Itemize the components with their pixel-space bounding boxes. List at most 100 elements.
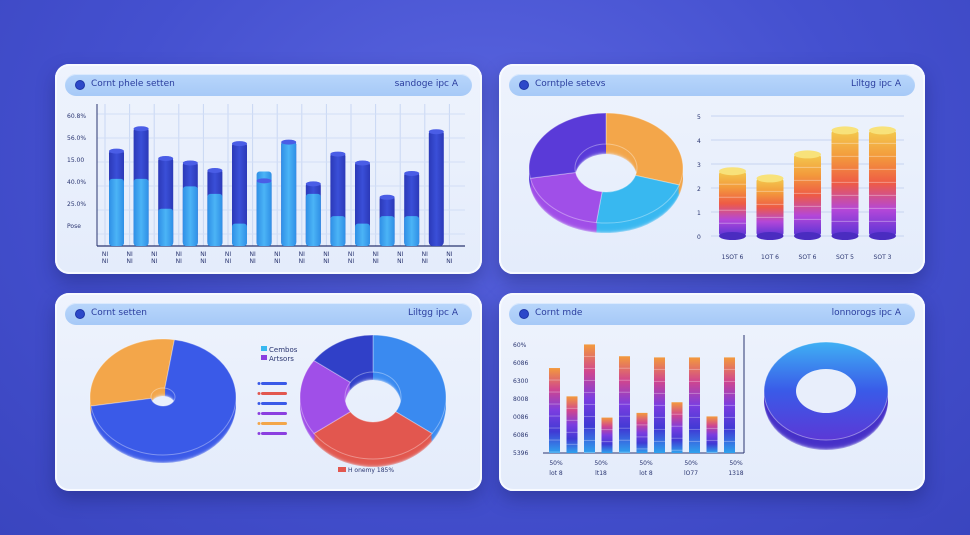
bar-base xyxy=(831,232,859,240)
bar-cap xyxy=(404,170,420,176)
legend-line xyxy=(261,392,287,395)
bar-cap xyxy=(831,126,859,135)
y-tick-label: 6086 xyxy=(513,360,528,367)
bar xyxy=(719,171,746,236)
bar-cap xyxy=(756,174,784,183)
x-tick-label: NI xyxy=(176,251,182,258)
panel-header-right[interactable]: sandoge ipc A xyxy=(394,79,458,89)
legend-bullet xyxy=(257,412,261,415)
x-tick-label: SOT 3 xyxy=(874,254,892,261)
panel-bars-ring: Cornt mde lonnorogs ipc A 60% 6086 6300 800… xyxy=(499,293,925,491)
donut-slice xyxy=(529,171,603,224)
x-tick-label: 1SOT 6 xyxy=(722,254,744,261)
x-tick-label: NI xyxy=(299,258,305,265)
bar-segment xyxy=(330,216,346,246)
legend-bullet xyxy=(257,402,261,405)
bar xyxy=(428,129,444,246)
donut-slice xyxy=(595,174,680,224)
y-tick-label: 4 xyxy=(697,138,701,145)
bar-cap xyxy=(428,129,444,135)
bar-cap xyxy=(109,148,124,154)
y-tick-label: Pose xyxy=(67,223,81,230)
panel-header-right[interactable]: Liltgg ipc A xyxy=(407,308,458,318)
panel-title: Cornt phele setten xyxy=(91,79,175,89)
bar xyxy=(756,178,784,236)
bar-cap xyxy=(281,139,297,145)
x-tick-label: NI xyxy=(200,251,206,258)
panel-header-right[interactable]: lonnorogs ipc A xyxy=(831,308,901,318)
panel-pies: Cornt setten Liltgg ipc A Cembos Artsors H… xyxy=(55,293,482,491)
bar xyxy=(654,357,665,453)
bar-and-ring-chart: 60% 6086 6300 8008 0086 6086 5396 50% 50% 50% 50% 5… xyxy=(513,335,889,477)
x-tick-label: NI xyxy=(176,258,182,265)
legend-bullet xyxy=(257,422,261,425)
x-tick-label: lot 8 xyxy=(549,470,563,477)
x-tick-label: NI xyxy=(102,251,108,258)
x-tick-label: NI xyxy=(200,258,206,265)
panel-title: Cornt mde xyxy=(535,308,583,318)
x-tick-label: NI xyxy=(323,251,329,258)
donut-slice xyxy=(372,334,447,435)
donut-slice xyxy=(528,112,607,179)
legend-line xyxy=(261,432,287,435)
x-tick-label: NI xyxy=(126,258,132,265)
y-tick-label: 56.0% xyxy=(67,135,86,142)
donut-slice xyxy=(299,359,352,435)
legend-label: Cembos xyxy=(269,346,298,354)
bar xyxy=(549,368,560,453)
pie-slice xyxy=(90,339,237,456)
bar-segment xyxy=(207,193,223,246)
bar-segment xyxy=(305,193,321,246)
bar-base xyxy=(756,232,784,240)
y-tick-label: 8008 xyxy=(513,396,528,403)
legend-label: Artsors xyxy=(269,355,294,363)
bar xyxy=(724,357,735,453)
donut-and-bar-chart: 5 4 3 2 1 0 1SOT 6 1OT 6 SOT 6 SOT 5 SOT 3 xyxy=(528,112,904,261)
legend-bullet xyxy=(257,392,261,395)
x-tick-label: 50% xyxy=(684,460,698,467)
y-tick-label: 3 xyxy=(697,162,701,169)
bar-cap xyxy=(379,194,395,200)
x-tick-label: 50% xyxy=(549,460,563,467)
bar xyxy=(566,396,578,453)
y-tick-label: 1 xyxy=(697,210,701,217)
y-tick-label: 15.00 xyxy=(67,157,84,164)
bar xyxy=(689,357,700,453)
x-tick-label: NI xyxy=(348,258,354,265)
legend-bullet xyxy=(257,382,261,385)
x-tick-label: NI xyxy=(151,251,157,258)
bar-cap xyxy=(719,167,746,176)
panel-header-right[interactable]: Liltgg ipc A xyxy=(850,79,901,89)
bar-segment xyxy=(281,141,297,246)
x-tick-label: NI xyxy=(249,258,255,265)
y-tick-label: 0 xyxy=(697,234,701,241)
y-tick-label: 5 xyxy=(697,114,701,121)
x-tick-label: NI xyxy=(372,251,378,258)
bar xyxy=(584,344,595,453)
x-tick-label: 50% xyxy=(729,460,743,467)
x-tick-label: NI xyxy=(397,258,403,265)
ring-hole xyxy=(796,369,856,413)
x-tick-label: 50% xyxy=(594,460,608,467)
bar-base xyxy=(794,232,821,240)
bar xyxy=(869,130,896,236)
y-tick-label: 2 xyxy=(697,186,701,193)
bar-cap xyxy=(207,167,223,173)
bar xyxy=(636,412,648,453)
legend-swatch xyxy=(261,355,267,360)
bar xyxy=(601,417,613,453)
footnote-swatch xyxy=(338,467,346,472)
status-dot-icon xyxy=(520,310,528,318)
y-tick-label: 5396 xyxy=(513,450,528,457)
x-tick-label: NI xyxy=(249,251,255,258)
panel-header: Cornt phele setten sandoge ipc A xyxy=(65,74,472,96)
bar-cap xyxy=(330,151,346,157)
status-dot-icon xyxy=(76,310,84,318)
legend-swatch xyxy=(261,346,267,351)
y-tick-label: 6300 xyxy=(513,378,528,385)
bar xyxy=(794,154,821,236)
donut-slice xyxy=(313,411,433,460)
bar-cap xyxy=(305,181,321,187)
bar-cap xyxy=(355,160,370,166)
